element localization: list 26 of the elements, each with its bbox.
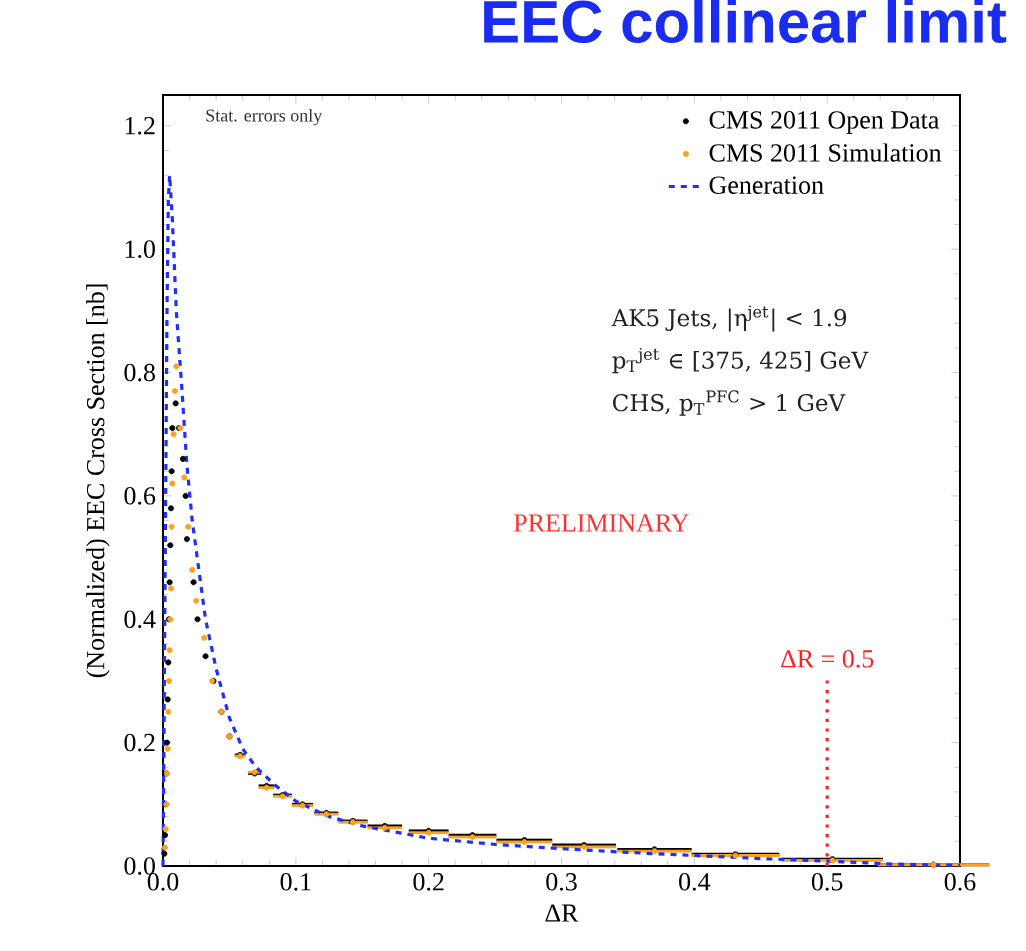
y-tick-label: 0.0 (124, 857, 155, 875)
y-tick-label: 0.6 (124, 487, 156, 505)
y-tick-label: 1.0 (125, 240, 155, 259)
annotation: Stat. errors only (206, 108, 323, 126)
x-tick-label: 0.3 (546, 873, 577, 891)
chart-title: EEC collinear limit (484, 0, 1007, 44)
ref-line-label: ΔR = 0.5 (781, 650, 874, 668)
x-tick-label: 0.5 (811, 873, 843, 891)
legend-label: CMS 2011 Open Data (709, 111, 940, 134)
x-tick-label: 0.2 (413, 873, 444, 891)
x-tick-label: 0.0 (147, 873, 179, 891)
annotation: p$_{T}$$^{jet}$ ∈ [375, 425] GeV (612, 347, 869, 374)
y-tick-label: 1.2 (125, 117, 155, 135)
y-tick-label: 0.8 (124, 363, 155, 382)
y-tick-label: 0.2 (124, 733, 155, 752)
y-axis-title: (Normalized) EEC Cross Section [nb] (86, 284, 110, 678)
y-tick-label: 0.4 (124, 610, 156, 629)
annotation: CHS, p$_{T}$$^{PFC}$ > 1 GeV (613, 390, 846, 416)
x-tick-label: 0.1 (280, 873, 311, 891)
x-tick-label: 0.4 (679, 873, 711, 891)
legend-label: Generation (709, 176, 824, 194)
annotation: PRELIMINARY (513, 514, 689, 532)
x-axis-title: ΔR (545, 904, 579, 922)
legend-label: CMS 2011 Simulation (709, 143, 942, 162)
x-tick-label: 0.6 (944, 873, 976, 891)
annotation: AK5 Jets, |η$^{jet}$| < 1.9 (611, 305, 847, 332)
